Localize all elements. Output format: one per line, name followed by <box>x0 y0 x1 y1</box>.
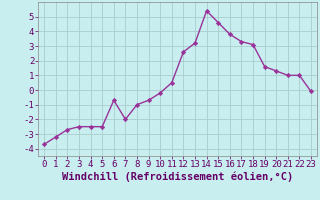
X-axis label: Windchill (Refroidissement éolien,°C): Windchill (Refroidissement éolien,°C) <box>62 172 293 182</box>
